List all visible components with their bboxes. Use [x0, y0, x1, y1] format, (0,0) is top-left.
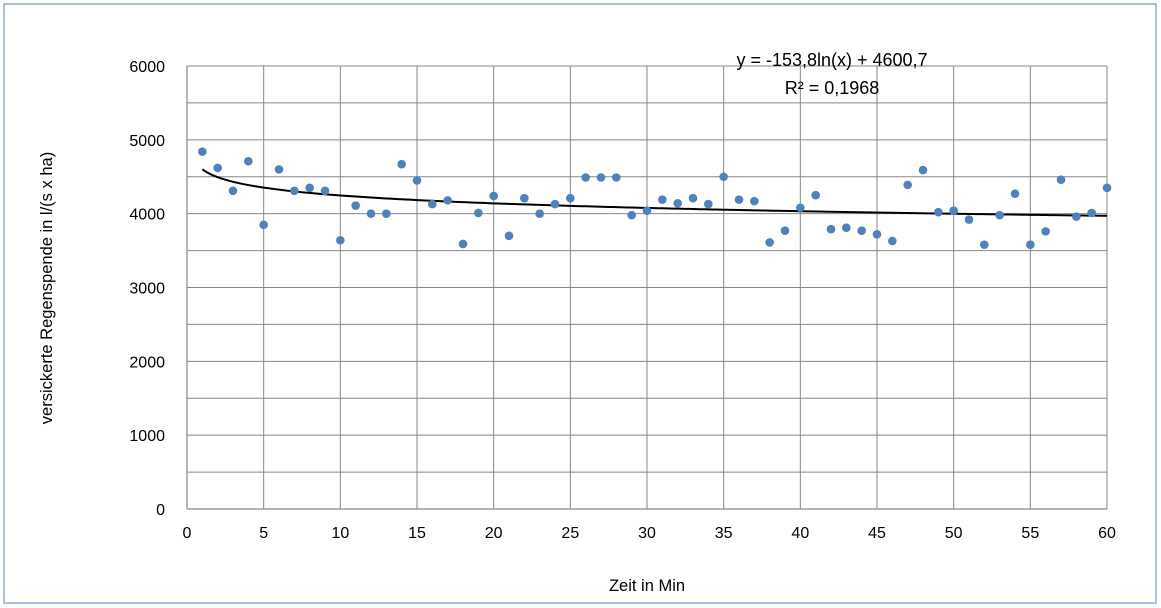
data-point [566, 193, 575, 203]
x-tick-label: 5 [259, 525, 268, 542]
data-point [489, 191, 498, 201]
y-tick-label: 3000 [129, 281, 165, 298]
data-point [980, 240, 989, 249]
data-point [351, 201, 360, 210]
x-tick-label: 45 [868, 525, 886, 542]
data-point [857, 226, 866, 235]
data-point [228, 186, 238, 196]
data-point [934, 207, 943, 217]
data-point [550, 199, 560, 209]
data-point [443, 196, 452, 205]
x-tick-label: 30 [638, 525, 656, 542]
data-point [336, 235, 345, 245]
x-tick-label: 15 [408, 525, 426, 542]
data-point [949, 206, 958, 216]
data-point [888, 236, 897, 246]
data-point [1026, 240, 1035, 249]
data-point [796, 203, 805, 213]
axes [186, 66, 1107, 510]
data-point [290, 186, 299, 196]
data-point [780, 226, 790, 235]
y-tick-label: 4000 [129, 207, 165, 224]
data-point [719, 172, 728, 182]
data-point [428, 199, 437, 209]
data-point [305, 183, 314, 193]
data-point [642, 206, 652, 216]
data-point [658, 195, 667, 204]
tick-labels: 0 5 10 15 20 25 30 35 40 45 50 55 60 0 1000 2000 3000 400… [129, 59, 1116, 542]
data-point [259, 220, 268, 230]
x-tick-label: 0 [183, 525, 192, 542]
y-tick-label: 0 [156, 502, 165, 519]
data-point [688, 193, 698, 203]
data-point [198, 147, 207, 156]
data-point [581, 173, 590, 182]
data-point [397, 159, 406, 169]
data-points [198, 147, 1112, 249]
data-point [964, 215, 974, 224]
data-point [320, 186, 330, 196]
data-point [535, 209, 544, 218]
x-tick-label: 20 [485, 525, 503, 542]
data-point [244, 156, 253, 166]
y-tick-label: 1000 [129, 428, 165, 445]
data-point [765, 238, 774, 247]
data-point [673, 199, 682, 208]
data-point [213, 163, 222, 173]
data-point [826, 224, 836, 234]
x-tick-label: 50 [945, 525, 963, 542]
data-point [704, 199, 713, 209]
chart-outer-border [3, 3, 1157, 604]
data-point [366, 209, 376, 218]
x-tick-label: 55 [1021, 525, 1039, 542]
y-tick-label: 2000 [129, 354, 165, 371]
data-point [520, 193, 529, 203]
data-point [504, 231, 514, 241]
data-point [596, 173, 606, 182]
x-tick-label: 10 [331, 525, 349, 542]
trendline-equation: y = -153,8ln(x) + 4600,7 [736, 50, 927, 70]
data-point [734, 195, 744, 204]
data-point [903, 180, 912, 190]
data-point [1041, 227, 1050, 236]
data-point [995, 210, 1004, 220]
data-point [1087, 208, 1096, 218]
y-axis-title: versickerte Regenspende in l/(s x ha) [38, 152, 56, 424]
data-point [382, 209, 391, 218]
data-point [872, 230, 882, 239]
data-point [811, 190, 820, 200]
x-tick-label: 40 [791, 525, 809, 542]
data-point [1102, 183, 1112, 193]
y-tick-label: 6000 [129, 59, 165, 76]
x-tick-label: 60 [1098, 525, 1116, 542]
data-point [612, 173, 621, 182]
data-point [412, 176, 422, 185]
data-point [1072, 212, 1081, 221]
x-tick-label: 25 [561, 525, 579, 542]
data-point [274, 165, 284, 174]
y-tick-label: 5000 [129, 133, 165, 150]
data-point [627, 210, 636, 220]
data-point [918, 165, 928, 175]
data-point [458, 239, 468, 249]
trendline-r-squared: R² = 0,1968 [785, 78, 880, 98]
data-point [1056, 175, 1066, 185]
data-point [1010, 189, 1020, 199]
data-point [474, 208, 483, 218]
data-point [842, 223, 851, 232]
x-tick-label: 35 [715, 525, 733, 542]
data-point [750, 196, 759, 206]
x-axis-title: Zeit in Min [609, 577, 685, 595]
